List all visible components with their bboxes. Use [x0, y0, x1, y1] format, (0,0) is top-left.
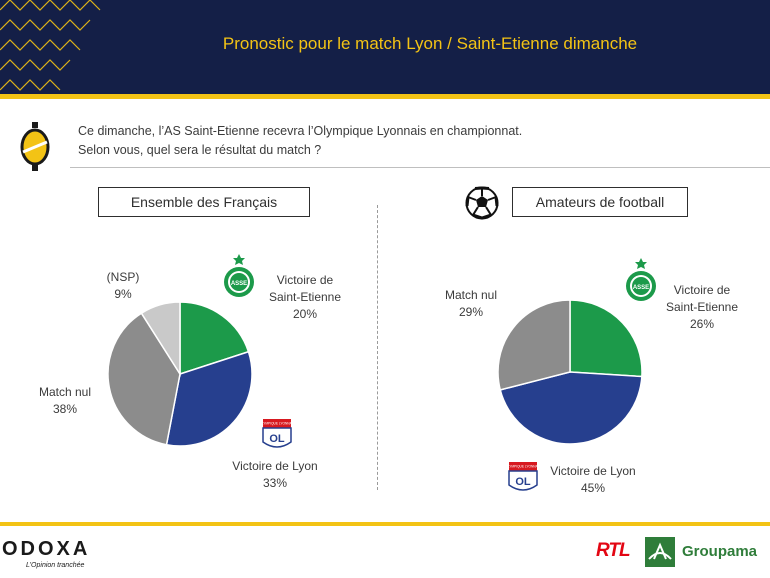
svg-text:ASSE: ASSE: [633, 285, 649, 291]
pie-slice-victoire-de-lyon: [499, 371, 643, 445]
value-nul-right: 29%: [458, 305, 484, 319]
header-stripe: [0, 94, 770, 99]
odoxa-logo: ODOXA: [2, 538, 91, 560]
header-pattern: [0, 0, 101, 91]
label-nsp-left-text: (NSP): [106, 270, 140, 284]
label-nul-right: Match nul 29%: [436, 287, 506, 321]
label-se-left-line1: Victoire de: [276, 273, 334, 287]
pie-slice-victoire-de-lyon: [165, 350, 253, 447]
svg-text:OL: OL: [515, 476, 531, 488]
horizontal-divider: [70, 167, 770, 168]
value-se-left: 20%: [292, 307, 318, 321]
label-se-right-line1: Victoire de: [673, 283, 731, 297]
label-nsp-left: (NSP) 9%: [98, 269, 148, 303]
svg-text:ASSE: ASSE: [231, 281, 247, 287]
saint-etienne-crest-icon-right: ASSE: [626, 258, 656, 301]
label-nul-left: Match nul 38%: [30, 384, 100, 418]
label-se-left: Victoire de Saint-Etienne 20%: [252, 272, 358, 323]
footer-stripe: [0, 522, 770, 526]
rtl-logo: RTL: [596, 540, 631, 561]
pie-slice-victoire-de-saint-etienne: [569, 299, 643, 378]
page-title: Pronostic pour le match Lyon / Saint-Eti…: [222, 34, 638, 53]
label-nul-right-text: Match nul: [444, 288, 498, 302]
odoxa-question-icon: [20, 122, 50, 171]
question-line-2: Selon vous, quel sera le résultat du mat…: [78, 143, 322, 157]
header-banner: Pronostic pour le match Lyon / Saint-Eti…: [0, 0, 770, 94]
chart-title-amateurs: Amateurs de football: [512, 187, 688, 217]
label-nul-left-text: Match nul: [38, 385, 92, 399]
value-lyon-right: 45%: [580, 481, 606, 495]
pie-chart-amateurs: [497, 299, 643, 445]
value-nsp-left: 9%: [114, 287, 132, 301]
label-se-left-line2: Saint-Etienne: [268, 290, 342, 304]
value-lyon-left: 33%: [262, 476, 288, 490]
question-text: Ce dimanche, l’AS Saint-Etienne recevra …: [78, 122, 522, 160]
chart-title-ensemble: Ensemble des Français: [98, 187, 310, 217]
label-lyon-right-text: Victoire de Lyon: [550, 464, 636, 478]
label-lyon-right: Victoire de Lyon 45%: [538, 463, 648, 497]
question-line-1: Ce dimanche, l’AS Saint-Etienne recevra …: [78, 124, 523, 138]
odoxa-tagline: L’Opinion tranchée: [26, 562, 85, 569]
pie-slice-victoire-de-saint-etienne: [179, 301, 250, 376]
value-nul-left: 38%: [52, 402, 78, 416]
vertical-divider: [377, 205, 378, 490]
label-lyon-left-text: Victoire de Lyon: [232, 459, 318, 473]
label-se-right-line2: Saint-Etienne: [665, 300, 739, 314]
value-se-right: 26%: [689, 317, 715, 331]
pie-slice-nsp: [140, 301, 181, 377]
label-lyon-left: Victoire de Lyon 33%: [220, 458, 330, 492]
saint-etienne-crest-icon: ASSE: [224, 254, 254, 297]
svg-text:OL: OL: [269, 433, 285, 445]
groupama-logo-icon: [645, 537, 675, 567]
groupama-label: Groupama: [682, 543, 758, 560]
pie-slice-match-nul: [497, 299, 571, 391]
football-icon: [465, 186, 499, 220]
label-se-right: Victoire de Saint-Etienne 26%: [650, 282, 754, 333]
pie-chart-ensemble: [107, 301, 253, 447]
